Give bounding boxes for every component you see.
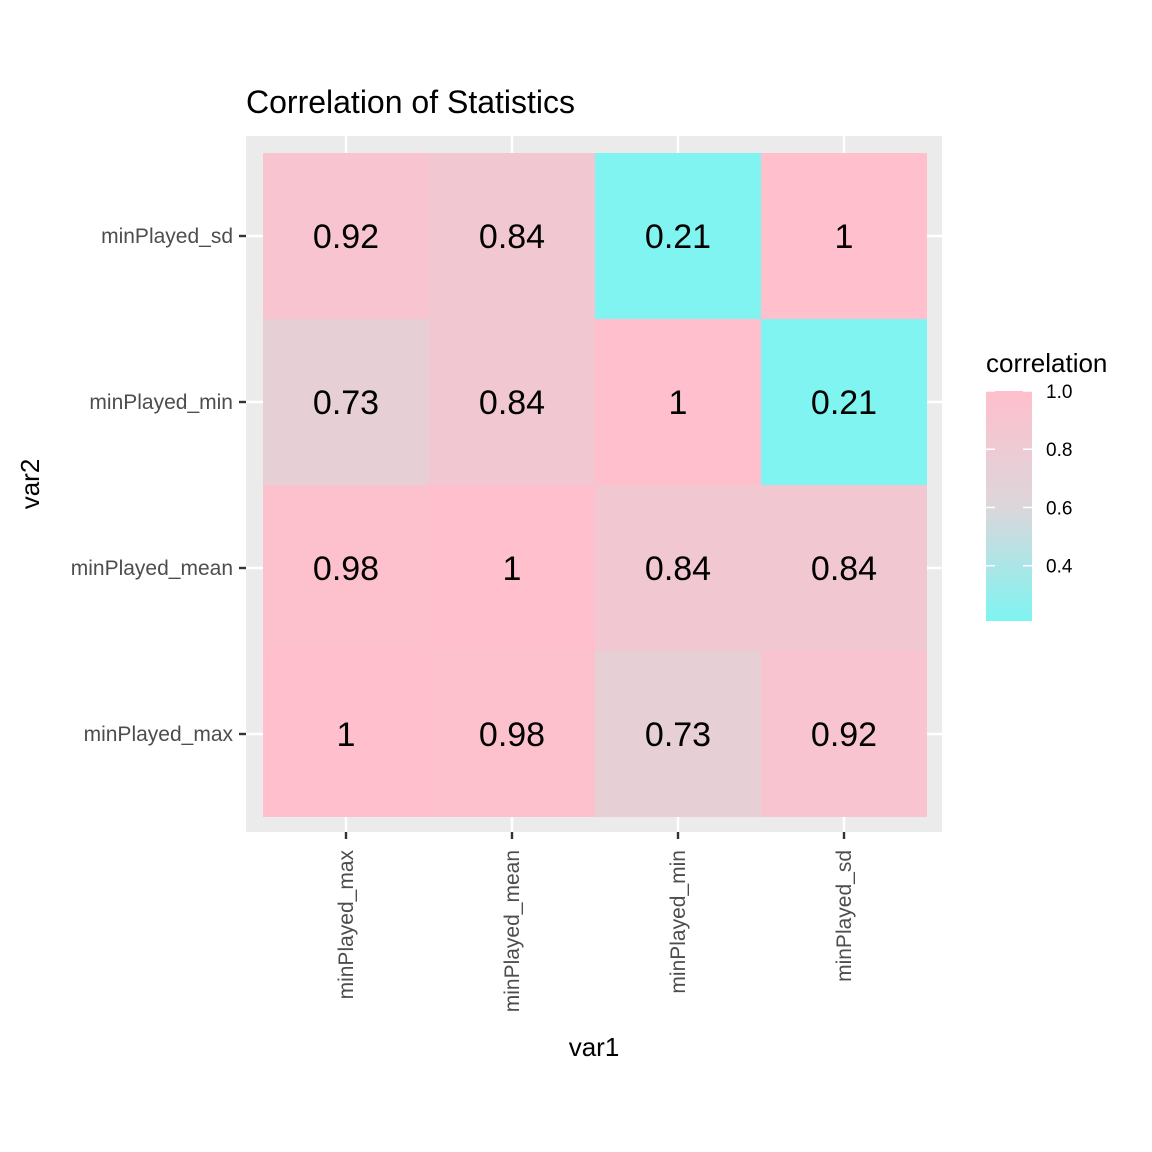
heatmap-cell	[429, 485, 595, 651]
legend-label: 0.4	[1046, 557, 1073, 578]
heatmap-cell	[595, 485, 761, 651]
y-tick-label: minPlayed_min	[89, 391, 233, 414]
cell-value-label: 0.84	[479, 218, 545, 256]
cell-value-label: 1	[835, 218, 854, 256]
y-axis-ticks: minPlayed_max minPlayed_mean minPlayed_min…	[71, 225, 246, 746]
heatmap-cell	[263, 319, 429, 485]
heatmap-cell	[595, 319, 761, 485]
legend-ticks: 1.0 0.8 0.6 0.4	[986, 382, 1073, 578]
heatmap-cells	[263, 153, 927, 817]
x-tick-label: minPlayed_min	[667, 850, 690, 994]
legend: correlation 1.0 0.8 0.6 0.4	[986, 348, 1107, 621]
legend-label: 0.8	[1046, 440, 1072, 461]
chart-title: Correlation of Statistics	[246, 84, 575, 120]
x-axis-title: var1	[569, 1032, 620, 1062]
x-axis-ticks: minPlayed_max minPlayed_mean minPlayed_min…	[335, 832, 856, 1012]
cell-value-label: 0.21	[645, 218, 711, 256]
y-axis-title: var2	[15, 459, 45, 510]
heatmap-cell	[761, 485, 927, 651]
x-tick-label: minPlayed_sd	[833, 850, 856, 982]
cell-value-label: 0.92	[313, 218, 379, 256]
x-tick-label: minPlayed_max	[335, 850, 358, 1000]
heatmap-cell	[263, 485, 429, 651]
heatmap-cell	[263, 651, 429, 817]
cell-value-label: 0.98	[479, 716, 545, 754]
legend-title: correlation	[986, 348, 1107, 378]
cell-value-label: 0.73	[645, 716, 711, 754]
cell-value-labels: 1 0.98 0.73 0.92 0.98 1 0.84 0.84 0.73 0.84 1 0.21 0…	[313, 218, 877, 754]
cell-value-label: 0.21	[811, 384, 877, 422]
cell-value-label: 0.92	[811, 716, 877, 754]
heatmap-cell	[429, 153, 595, 319]
cell-value-label: 0.73	[313, 384, 379, 422]
heatmap-cell	[263, 153, 429, 319]
cell-value-label: 0.84	[479, 384, 545, 422]
heatmap-cell	[429, 651, 595, 817]
heatmap-cell	[761, 319, 927, 485]
cell-value-label: 1	[503, 550, 522, 588]
heatmap-cell	[429, 319, 595, 485]
heatmap-cell	[595, 153, 761, 319]
cell-value-label: 0.98	[313, 550, 379, 588]
cell-value-label: 1	[669, 384, 688, 422]
heatmap-cell	[595, 651, 761, 817]
legend-label: 1.0	[1046, 382, 1072, 403]
y-tick-label: minPlayed_sd	[101, 225, 233, 248]
cell-value-label: 1	[337, 716, 356, 754]
y-tick-label: minPlayed_max	[84, 723, 234, 746]
cell-value-label: 0.84	[645, 550, 711, 588]
legend-colorbar	[986, 391, 1032, 621]
cell-value-label: 0.84	[811, 550, 877, 588]
x-tick-label: minPlayed_mean	[501, 850, 524, 1012]
y-tick-label: minPlayed_mean	[71, 557, 233, 580]
heatmap-cell	[761, 651, 927, 817]
heatmap-cell	[761, 153, 927, 319]
legend-label: 0.6	[1046, 498, 1072, 519]
